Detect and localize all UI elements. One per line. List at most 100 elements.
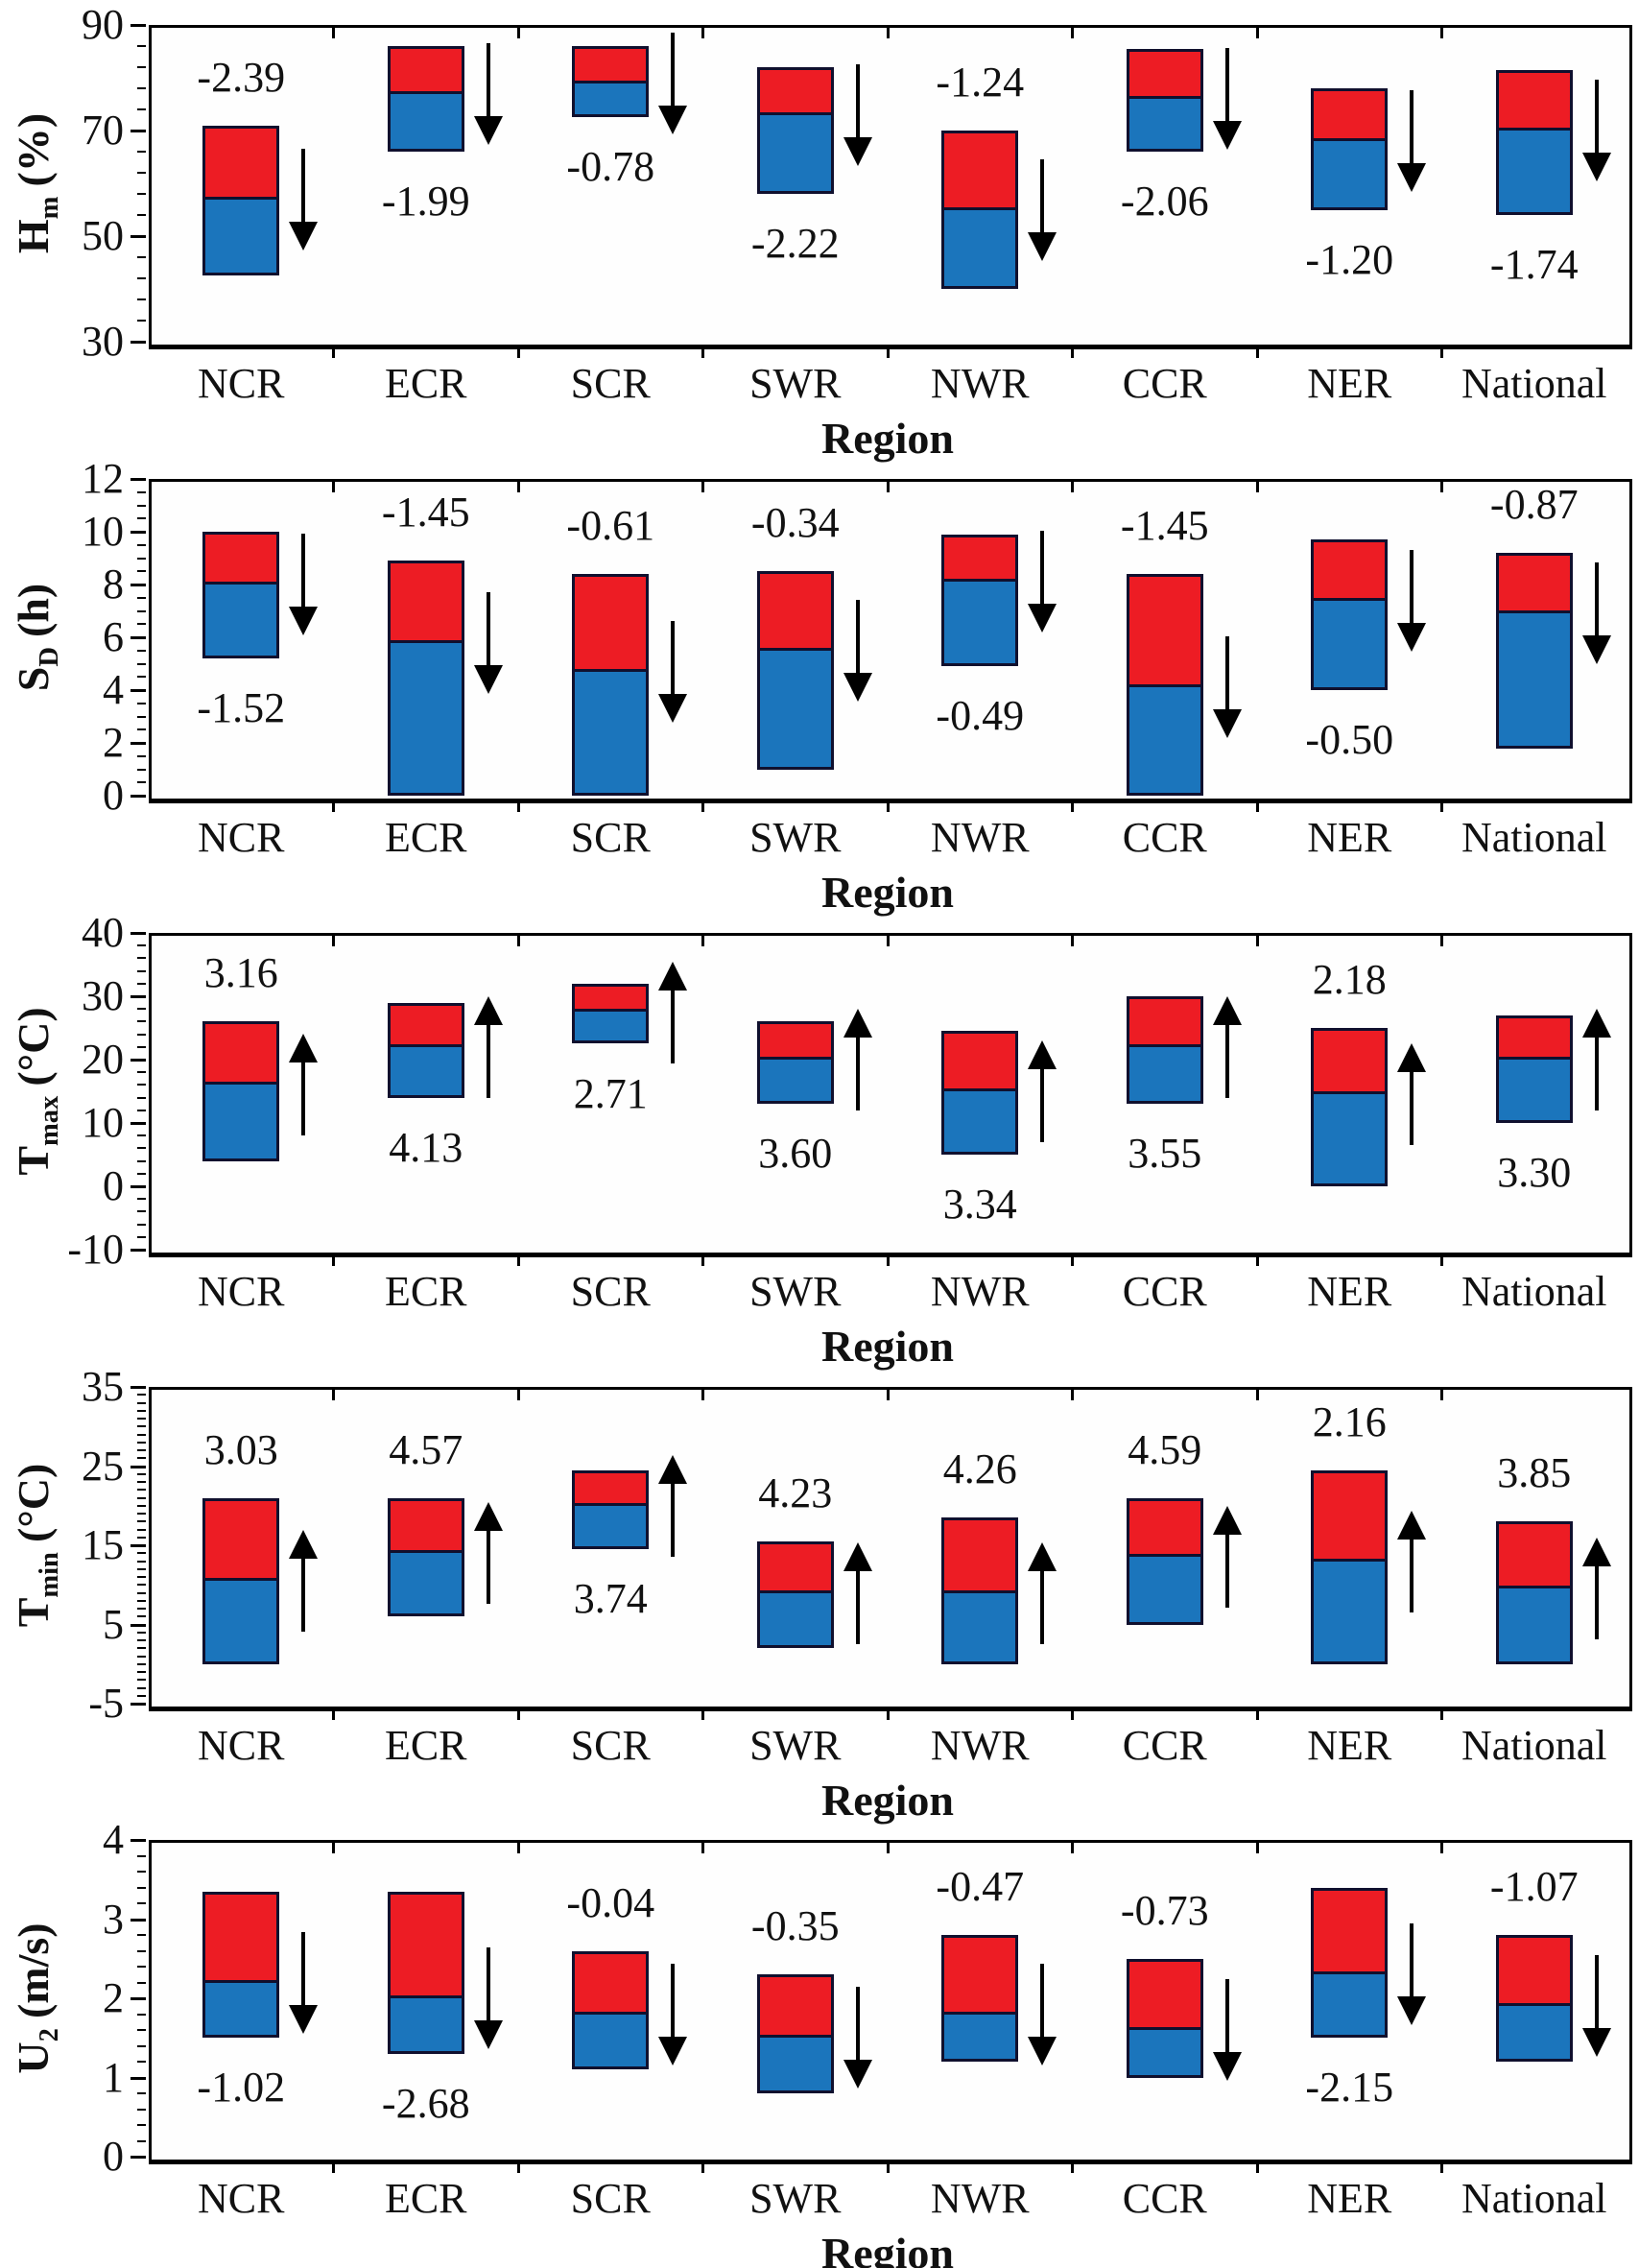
x-tick-label-NWR: NWR xyxy=(930,2175,1030,2222)
y-minor-tick xyxy=(137,108,146,110)
bar-change-label: -2.68 xyxy=(381,2079,470,2127)
y-axis-title-base: T xyxy=(8,1145,58,1176)
y-tick-label: 25 xyxy=(82,1442,124,1490)
y-minor-tick xyxy=(137,172,146,174)
y-minor-tick xyxy=(137,1662,146,1665)
arrow-head xyxy=(1212,995,1242,1025)
x-top-tick xyxy=(332,479,335,492)
arrow-head xyxy=(658,961,688,991)
x-bottom-tick xyxy=(701,1708,704,1720)
y-tick-label: 4 xyxy=(103,1816,124,1863)
y-axis-title-unit: (m/s) xyxy=(8,1922,58,2019)
y-major-tick xyxy=(131,1386,146,1389)
bar-upper-red-segment xyxy=(1498,1017,1570,1060)
arrow-head xyxy=(658,105,688,134)
arrow-head xyxy=(1397,1996,1427,2026)
y-minor-tick xyxy=(137,1934,146,1936)
y-minor-tick xyxy=(137,517,146,520)
y-tick-label: 40 xyxy=(82,909,124,956)
range-bar-NER xyxy=(1311,1887,1389,2039)
y-minor-tick xyxy=(137,944,146,947)
y-minor-tick xyxy=(137,277,146,279)
x-top-tick xyxy=(1440,933,1443,946)
x-bottom-tick xyxy=(332,800,335,812)
y-minor-tick xyxy=(137,662,146,665)
x-bottom-tick xyxy=(516,1254,520,1266)
y-major-tick xyxy=(131,1122,146,1125)
arrow-head xyxy=(1581,1009,1611,1038)
y-minor-tick xyxy=(137,298,146,300)
y-minor-tick xyxy=(137,1134,146,1137)
bar-upper-red-segment xyxy=(205,128,277,200)
x-bottom-tick xyxy=(701,1254,704,1266)
y-major-tick xyxy=(131,995,146,998)
down-arrow-icon xyxy=(289,534,319,635)
up-arrow-icon xyxy=(1028,1040,1057,1142)
arrow-head xyxy=(658,1454,688,1484)
x-bottom-tick xyxy=(1440,2161,1443,2173)
x-tick-label-CCR: CCR xyxy=(1122,2175,1207,2222)
x-top-tick xyxy=(1255,25,1259,38)
y-minor-tick xyxy=(137,715,146,718)
y-minor-tick xyxy=(137,1418,146,1420)
x-axis-title: Region xyxy=(821,414,954,463)
arrow-shaft xyxy=(1040,1963,1045,2039)
x-tick-label-NWR: NWR xyxy=(930,1268,1030,1315)
bar-change-label: -0.04 xyxy=(566,1878,655,1926)
arrow-head xyxy=(843,1009,872,1038)
bar-change-label: -2.06 xyxy=(1120,178,1209,225)
y-minor-tick xyxy=(137,1020,146,1023)
x-tick-label-NCR: NCR xyxy=(198,1722,285,1769)
x-top-tick xyxy=(1071,25,1074,38)
bar-change-label: -1.45 xyxy=(1120,502,1209,549)
y-minor-tick xyxy=(137,1235,146,1238)
x-tick-label-NWR: NWR xyxy=(930,814,1030,861)
y-major-tick xyxy=(131,1918,146,1922)
y-tick-label: -5 xyxy=(88,1680,124,1727)
bar-upper-red-segment xyxy=(1314,91,1386,141)
y-minor-tick xyxy=(137,1536,146,1539)
x-axis-title: Region xyxy=(821,868,954,917)
arrow-shaft xyxy=(1040,1067,1045,1142)
up-arrow-icon xyxy=(1581,1009,1611,1110)
y-minor-tick xyxy=(137,1671,146,1673)
x-bottom-tick xyxy=(886,1708,890,1720)
bar-upper-red-segment xyxy=(759,70,831,115)
x-top-tick xyxy=(886,479,890,492)
y-minor-tick xyxy=(137,1496,146,1499)
y-axis-title: Tmin (°C) xyxy=(8,1464,65,1628)
arrow-head xyxy=(473,1502,503,1532)
y-axis-title-unit: (%) xyxy=(8,112,58,187)
x-top-tick xyxy=(1071,1840,1074,1853)
bar-upper-red-segment xyxy=(1128,51,1200,99)
x-tick-label-CCR: CCR xyxy=(1122,1722,1207,1769)
x-tick-label-ECR: ECR xyxy=(384,2175,467,2222)
x-tick-label-NER: NER xyxy=(1307,1268,1392,1315)
y-minor-tick xyxy=(137,543,146,546)
x-top-tick xyxy=(516,1840,520,1853)
y-minor-tick xyxy=(137,702,146,704)
bar-change-label: 4.57 xyxy=(389,1425,463,1473)
x-top-tick xyxy=(516,1387,520,1400)
y-major-tick xyxy=(131,636,146,639)
y-minor-tick xyxy=(137,2108,146,2111)
y-minor-tick xyxy=(137,1686,146,1689)
arrow-shaft xyxy=(1410,1537,1414,1612)
x-bottom-tick xyxy=(1255,1708,1259,1720)
bar-change-label: -0.34 xyxy=(750,499,840,547)
x-top-tick xyxy=(1440,25,1443,38)
x-bottom-tick xyxy=(1071,1254,1074,1266)
y-minor-tick xyxy=(137,1147,146,1150)
arrow-head xyxy=(1581,1538,1611,1567)
arrow-shaft xyxy=(1594,1955,1599,2031)
y-minor-tick xyxy=(137,1159,146,1162)
bar-change-label: 4.59 xyxy=(1128,1425,1202,1473)
arrow-shaft xyxy=(486,1022,490,1098)
arrow-shaft xyxy=(1224,48,1229,123)
y-major-tick xyxy=(131,1465,146,1468)
y-major-tick xyxy=(131,1703,146,1706)
x-top-tick xyxy=(516,479,520,492)
arrow-head xyxy=(843,136,872,166)
y-minor-tick xyxy=(137,1552,146,1555)
arrow-shaft xyxy=(1594,1036,1599,1110)
